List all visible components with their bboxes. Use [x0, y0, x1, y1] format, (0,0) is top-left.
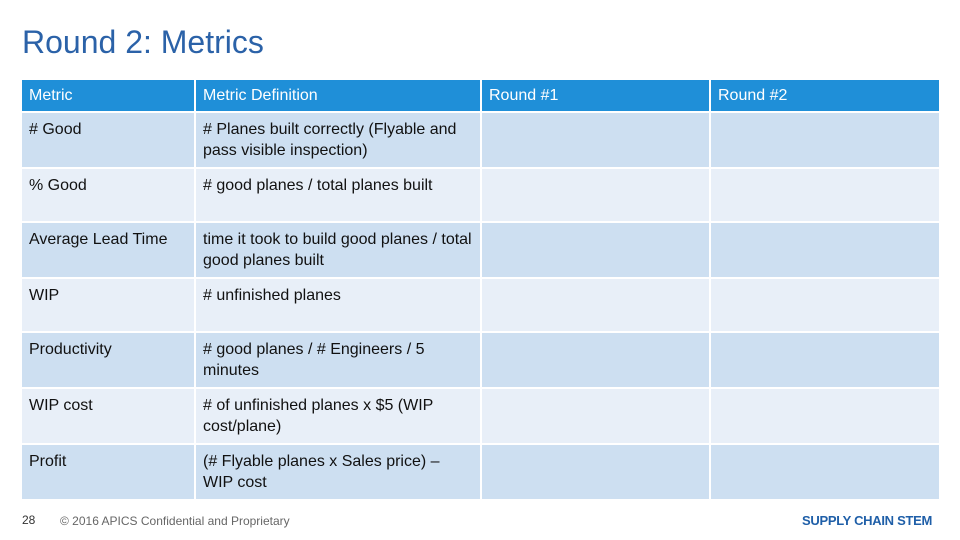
table-cell: # good planes / # Engineers / 5 minutes	[195, 332, 482, 389]
empty-cell	[710, 168, 941, 223]
table-cell: # good planes / total planes built	[195, 168, 482, 223]
table-row: WIP cost # of unfinished planes x $5 (WIP…	[22, 388, 941, 445]
table-row: % Good # good planes / total planes built	[22, 168, 941, 223]
table-row: Average Lead Time time it took to build g…	[22, 222, 941, 279]
column-header: Round #2	[710, 80, 941, 113]
empty-cell	[710, 332, 941, 389]
table-row: Productivity # good planes / # Engineers …	[22, 332, 941, 389]
slide-title: Round 2: Metrics	[22, 24, 264, 60]
empty-cell	[481, 332, 711, 389]
empty-cell	[481, 222, 711, 279]
table-cell: # Good	[22, 112, 196, 169]
table-cell: # of unfinished planes x $5 (WIP cost/pl…	[195, 388, 482, 445]
column-header: Metric Definition	[195, 80, 482, 113]
empty-cell	[710, 278, 941, 333]
table-row: Profit (# Flyable planes x Sales price) –…	[22, 444, 941, 501]
column-header: Round #1	[481, 80, 711, 113]
empty-cell	[481, 388, 711, 445]
empty-cell	[481, 444, 711, 501]
table-cell: # unfinished planes	[195, 278, 482, 333]
empty-cell	[710, 444, 941, 501]
empty-cell	[481, 112, 711, 169]
table-cell: WIP	[22, 278, 196, 333]
table-row: # Good # Planes built correctly (Flyable …	[22, 112, 941, 169]
table-cell: (# Flyable planes x Sales price) – WIP c…	[195, 444, 482, 501]
logo: SUPPLY CHAIN STEM	[802, 513, 932, 528]
empty-cell	[481, 168, 711, 223]
metrics-table: Metric Metric Definition Round #1 Round #2 …	[22, 80, 941, 501]
empty-cell	[710, 388, 941, 445]
empty-cell	[481, 278, 711, 333]
copyright: © 2016 APICS Confidential and Proprietar…	[60, 514, 290, 528]
table-cell: time it took to build good planes / tota…	[195, 222, 482, 279]
table-cell: WIP cost	[22, 388, 196, 445]
table-cell: Profit	[22, 444, 196, 501]
table-cell: # Planes built correctly (Flyable and pa…	[195, 112, 482, 169]
table-cell: Average Lead Time	[22, 222, 196, 279]
column-header: Metric	[22, 80, 196, 113]
header-row: Metric Metric Definition Round #1 Round #2	[22, 80, 941, 113]
table-row: WIP # unfinished planes	[22, 278, 941, 333]
page-number: 28	[22, 513, 36, 527]
table-cell: % Good	[22, 168, 196, 223]
table-cell: Productivity	[22, 332, 196, 389]
empty-cell	[710, 222, 941, 279]
empty-cell	[710, 112, 941, 169]
